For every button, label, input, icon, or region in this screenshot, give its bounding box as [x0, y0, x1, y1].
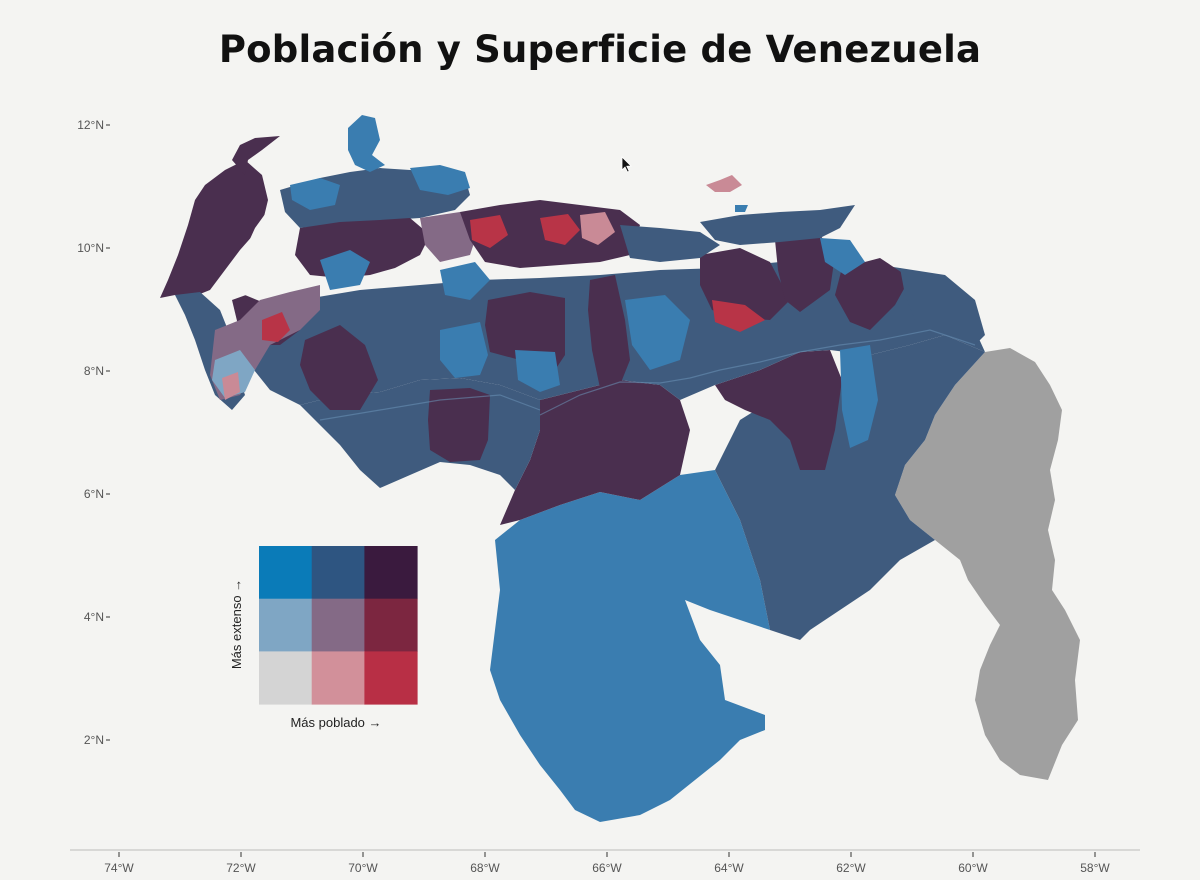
region-guarico-blue	[515, 350, 560, 392]
lat-tick-10: 10°N	[77, 241, 110, 255]
region-guajira	[232, 136, 280, 175]
legend-cell	[311, 651, 365, 705]
region-miranda-coast	[620, 225, 720, 262]
legend-cell	[364, 651, 418, 705]
bivariate-legend: Más poblado → Más extenso →	[229, 546, 418, 730]
lon-tick-label-62: 62°W	[836, 861, 866, 875]
region-lara-blue	[320, 250, 370, 290]
lon-tick-68: 68°W	[470, 852, 500, 875]
lon-tick-66: 66°W	[592, 852, 622, 875]
region-apure-purple	[428, 388, 490, 462]
region-miranda-mix	[580, 212, 615, 245]
lon-tick-label-74: 74°W	[104, 861, 134, 875]
longitude-axis: 74°W 72°W 70°W 68°W 66°W 64°W 62°W 60°W …	[70, 849, 1140, 875]
region-andes-red-2	[222, 372, 240, 400]
lon-tick-64: 64°W	[714, 852, 744, 875]
region-monagas	[775, 235, 835, 312]
region-amazonas	[490, 470, 770, 822]
apure-river	[319, 394, 541, 421]
region-monagas-east	[835, 258, 910, 330]
legend-cell	[364, 598, 418, 652]
lat-tick-label-6: 6°N	[84, 487, 104, 501]
map-title: Población y Superficie de Venezuela	[218, 28, 982, 71]
region-falcon-east-blue	[410, 165, 470, 195]
region-anzoategui-red	[712, 300, 765, 332]
region-falcon-blue	[290, 178, 340, 210]
lon-tick-label-58: 58°W	[1080, 861, 1110, 875]
lon-tick-58: 58°W	[1080, 852, 1110, 875]
lon-tick-74: 74°W	[104, 852, 134, 875]
lat-tick-label-10: 10°N	[77, 241, 104, 255]
lake-maracaibo	[238, 210, 302, 302]
region-bolivar-central	[500, 380, 690, 525]
legend-grid	[259, 546, 418, 705]
lat-tick-label-4: 4°N	[84, 610, 104, 624]
region-anzoategui-blue	[625, 295, 690, 370]
region-paraguana	[348, 115, 385, 172]
lat-tick-12: 12°N	[77, 118, 110, 132]
lon-tick-62: 62°W	[836, 852, 866, 875]
lat-tick-label-8: 8°N	[84, 364, 104, 378]
region-guarico-north	[440, 262, 490, 300]
lat-tick-6: 6°N	[84, 487, 110, 501]
region-delta	[900, 268, 985, 345]
mouse-cursor-icon	[621, 156, 632, 173]
rivers	[319, 329, 976, 421]
legend-cell	[311, 546, 365, 600]
region-andes-red-1	[262, 312, 290, 342]
region-barinas	[300, 325, 378, 410]
legend-x-label: Más poblado →	[290, 715, 381, 730]
lat-tick-label-2: 2°N	[84, 733, 104, 747]
lon-tick-label-68: 68°W	[470, 861, 500, 875]
region-guarico-purple	[588, 275, 630, 388]
lon-tick-72: 72°W	[226, 852, 256, 875]
region-portuguesa	[440, 322, 488, 378]
latitude-axis: 12°N 10°N 8°N 6°N 4°N 2°N	[77, 118, 110, 747]
region-zulia-west	[160, 160, 268, 298]
region-coche	[735, 205, 748, 212]
lon-tick-70: 70°W	[348, 852, 378, 875]
legend-cell	[259, 546, 313, 600]
lon-tick-label-66: 66°W	[592, 861, 622, 875]
region-margarita	[706, 175, 742, 192]
region-sucre-blue	[820, 238, 865, 275]
region-caracas-red	[540, 214, 580, 245]
orinoco-river	[539, 329, 976, 416]
lat-tick-label-12: 12°N	[77, 118, 104, 132]
legend-cell	[259, 651, 313, 705]
region-aragua-red	[470, 215, 508, 248]
legend-cell	[311, 598, 365, 652]
region-cojedes	[485, 292, 565, 370]
lat-tick-2: 2°N	[84, 733, 110, 747]
map-regions	[160, 115, 1080, 822]
lon-tick-label-60: 60°W	[958, 861, 988, 875]
lon-tick-60: 60°W	[958, 852, 988, 875]
lon-tick-label-72: 72°W	[226, 861, 256, 875]
legend-cell	[259, 598, 313, 652]
region-guayana-esequiba	[895, 348, 1080, 780]
lat-tick-8: 8°N	[84, 364, 110, 378]
lon-tick-label-64: 64°W	[714, 861, 744, 875]
region-sucre	[700, 205, 855, 245]
legend-cell	[364, 546, 418, 600]
lat-tick-4: 4°N	[84, 610, 110, 624]
legend-y-label: Más extenso →	[229, 579, 244, 669]
lon-tick-label-70: 70°W	[348, 861, 378, 875]
region-bolivar-east-purple	[715, 350, 842, 470]
region-bolivar-blue	[840, 345, 878, 448]
